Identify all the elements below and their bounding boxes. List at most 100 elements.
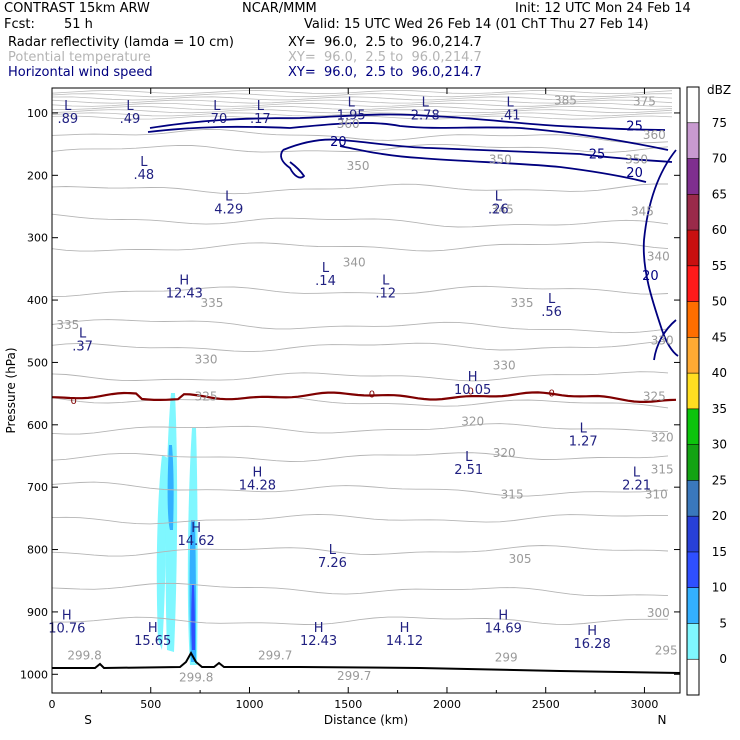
theta-contour-label: 360: [643, 128, 666, 142]
theta-contour-line: [51, 105, 673, 111]
extremum-marker: H: [148, 621, 158, 636]
extremum-value: 2.21: [622, 479, 651, 494]
colorbar-label: 30: [712, 438, 727, 452]
x-tick-label: 3000: [630, 698, 658, 711]
theta-contour-line: [51, 183, 669, 195]
theta-contour-line: [51, 285, 669, 297]
theta-contour-label: 325: [195, 390, 218, 404]
extremum-marker: L: [422, 96, 430, 111]
theta-contour-label: 295: [655, 644, 678, 658]
colorbar-swatch: [687, 659, 699, 695]
extremum-marker: L: [495, 189, 503, 204]
colorbar-label: 60: [712, 223, 727, 237]
theta-contour-label: 330: [651, 334, 674, 348]
extremum-value: .48: [133, 168, 154, 183]
theta-contour-label: 385: [554, 93, 577, 107]
theta-contour-label: 345: [631, 204, 654, 218]
theta-contour-line: [51, 545, 669, 557]
init-time: Init: 12 UTC Mon 24 Feb 14: [515, 1, 691, 16]
field-xy-wind: XY= 96.0, 2.5 to 96.0,214.7: [288, 65, 482, 80]
colorbar-label: 75: [712, 116, 727, 130]
forecast-hours: 51 h: [64, 17, 93, 32]
theta-contour-label: 299.7: [337, 669, 371, 683]
extremum-value: 4.29: [214, 202, 243, 217]
colorbar-swatch: [687, 158, 699, 195]
theta-contour-label: 305: [509, 552, 532, 566]
theta-contour-line: [51, 371, 669, 382]
reflectivity-shading: [191, 585, 195, 650]
zero-dbz-label: 0: [369, 390, 375, 401]
theta-contour-line: [51, 513, 668, 525]
north-end-label: N: [658, 713, 667, 727]
colorbar-swatch: [687, 587, 699, 624]
theta-contour-line: [51, 99, 673, 104]
zero-dbz-contour: [51, 391, 677, 403]
valid-time: Valid: 15 UTC Wed 26 Feb 14 (01 ChT Thu …: [304, 17, 649, 32]
theta-contour-line: [51, 93, 673, 98]
colorbar-label: 25: [712, 473, 727, 487]
extremum-marker: L: [140, 155, 148, 170]
colorbar-swatch: [687, 551, 699, 588]
wind-speed-contour: [339, 145, 647, 183]
y-tick-label: 400: [27, 294, 48, 307]
theta-contour-label: 300: [647, 606, 670, 620]
y-tick-label: 1000: [20, 668, 48, 681]
extremum-marker: H: [62, 608, 72, 623]
x-tick-label: 500: [140, 698, 161, 711]
colorbar-swatch: [687, 623, 699, 660]
extremum-value: .89: [57, 112, 78, 127]
theta-contour-line: [51, 395, 669, 409]
wind-speed-contour: [282, 138, 673, 163]
extremum-value: 12.43: [300, 634, 337, 649]
theta-contour-line: [51, 109, 673, 114]
plot-frame: [51, 87, 681, 694]
extremum-marker: L: [225, 189, 233, 204]
theta-contour-label: 335: [56, 318, 79, 332]
colorbar-swatch: [687, 337, 699, 374]
colorbar-label: 40: [712, 366, 727, 380]
theta-contour-line: [51, 481, 669, 497]
y-tick-label: 800: [27, 544, 48, 557]
extremum-marker: L: [548, 292, 556, 307]
theta-contour-label: 330: [493, 359, 516, 373]
theta-contour-label: 315: [501, 488, 524, 502]
colorbar-swatch: [687, 87, 699, 123]
x-axis-title: Distance (km): [324, 713, 408, 727]
theta-contour-label: 350: [347, 159, 370, 173]
wind-speed-contour: [653, 319, 677, 361]
extremum-marker: L: [213, 99, 221, 114]
extremum-value: 12.43: [166, 286, 203, 301]
colorbar-label: 45: [712, 330, 727, 344]
theta-contour-line: [51, 143, 669, 153]
theta-contour-line: [51, 102, 673, 107]
extremum-marker: H: [252, 466, 262, 481]
theta-contour-label: 350: [489, 153, 512, 167]
extremum-value: 10.76: [48, 621, 85, 636]
extremum-value: .17: [250, 112, 271, 127]
extremum-marker: H: [400, 621, 410, 636]
colorbar-swatch: [687, 480, 699, 517]
theta-contour-line: [51, 128, 669, 144]
extremum-marker: L: [126, 99, 134, 114]
extremum-marker: L: [322, 261, 330, 276]
x-tick-label: 1000: [235, 698, 263, 711]
y-tick-label: 700: [27, 481, 48, 494]
zero-dbz-label: 0: [467, 387, 473, 398]
extremum-marker: H: [191, 521, 201, 536]
colorbar-swatch: [687, 265, 699, 302]
colorbar-label: 20: [712, 509, 727, 523]
theta-contour-label: 315: [651, 463, 674, 477]
theta-contour-line: [51, 582, 669, 597]
y-axis-title: Pressure (hPa): [4, 347, 18, 433]
colorbar-swatch: [687, 444, 699, 481]
zero-dbz-label: 0: [548, 388, 554, 399]
extremum-value: 1.27: [569, 434, 598, 449]
theta-contour-line: [51, 319, 669, 334]
wind-speed-label: 20: [642, 269, 659, 284]
extremum-marker: L: [633, 466, 641, 481]
theta-contour-label: 320: [493, 446, 516, 460]
colorbar-label: 65: [712, 187, 727, 201]
extremum-value: .14: [315, 274, 336, 289]
wind-speed-label: 25: [589, 147, 606, 162]
extremum-value: 15.65: [134, 634, 171, 649]
